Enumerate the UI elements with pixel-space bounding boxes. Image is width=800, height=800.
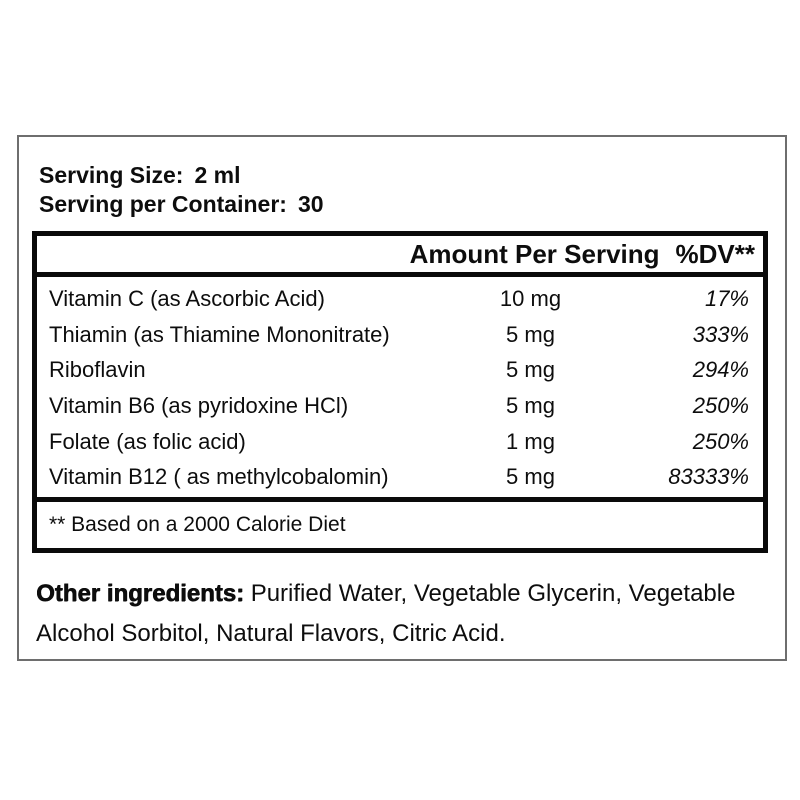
nutrient-amount: 1 mg [506, 428, 555, 454]
table-row: Folate (as folic acid) 1 mg 250% [37, 424, 763, 460]
nutrient-dv: 250% [692, 392, 749, 418]
table-row: Vitamin C (as Ascorbic Acid) 10 mg 17% [37, 281, 763, 317]
serving-per-container-value: 30 [297, 191, 324, 217]
supplement-facts-panel: Serving Size: 2 ml Serving per Container:… [17, 135, 787, 661]
nutrient-name: Vitamin B12 ( as methylcobalomin) [49, 464, 389, 490]
serving-size-label: Serving Size: [39, 162, 184, 188]
nutrient-amount: 10 mg [499, 285, 562, 311]
nutrient-name: Vitamin C (as Ascorbic Acid) [49, 285, 325, 311]
other-ingredients-label: Other ingredients: [36, 580, 245, 607]
facts-table: Amount Per Serving %DV** Vitamin C (as A… [32, 231, 768, 553]
nutrient-name: Riboflavin [49, 357, 146, 383]
nutrient-amount: 5 mg [506, 392, 555, 418]
nutrient-name: Thiamin (as Thiamine Mononitrate) [49, 321, 390, 347]
nutrient-dv: 83333% [668, 464, 749, 490]
footnote-text: ** Based on a 2000 Calorie Diet [49, 513, 346, 536]
facts-table-body: Vitamin C (as Ascorbic Acid) 10 mg 17% T… [37, 277, 763, 497]
header-percent-dv: %DV** [675, 238, 755, 269]
other-ingredients-text: Purified Water, Vegetable Glycerin, Vege… [36, 580, 736, 647]
facts-table-footnote: ** Based on a 2000 Calorie Diet [37, 497, 763, 548]
serving-info: Serving Size: 2 ml Serving per Container:… [39, 161, 324, 219]
nutrient-dv: 294% [692, 357, 749, 383]
table-row: Thiamin (as Thiamine Mononitrate) 5 mg 3… [37, 317, 763, 353]
table-row: Vitamin B6 (as pyridoxine HCl) 5 mg 250% [37, 388, 763, 424]
nutrient-amount: 5 mg [506, 464, 555, 490]
serving-size-line: Serving Size: 2 ml [39, 161, 324, 190]
nutrient-dv: 250% [692, 428, 749, 454]
other-ingredients: Other ingredients: Purified Water, Veget… [36, 574, 736, 654]
serving-size-value: 2 ml [194, 162, 241, 188]
nutrient-amount: 5 mg [506, 357, 555, 383]
nutrient-dv: 17% [704, 285, 749, 311]
nutrient-dv: 333% [692, 321, 749, 347]
nutrient-amount: 5 mg [506, 321, 555, 347]
table-row: Riboflavin 5 mg 294% [37, 352, 763, 388]
facts-table-header: Amount Per Serving %DV** [37, 236, 763, 277]
header-amount-per-serving: Amount Per Serving [409, 238, 660, 269]
nutrient-name: Vitamin B6 (as pyridoxine HCl) [49, 392, 349, 418]
serving-per-container-label: Serving per Container: [39, 191, 287, 217]
serving-per-container-line: Serving per Container: 30 [39, 190, 324, 219]
nutrient-name: Folate (as folic acid) [49, 428, 246, 454]
table-row: Vitamin B12 ( as methylcobalomin) 5 mg 8… [37, 459, 763, 495]
